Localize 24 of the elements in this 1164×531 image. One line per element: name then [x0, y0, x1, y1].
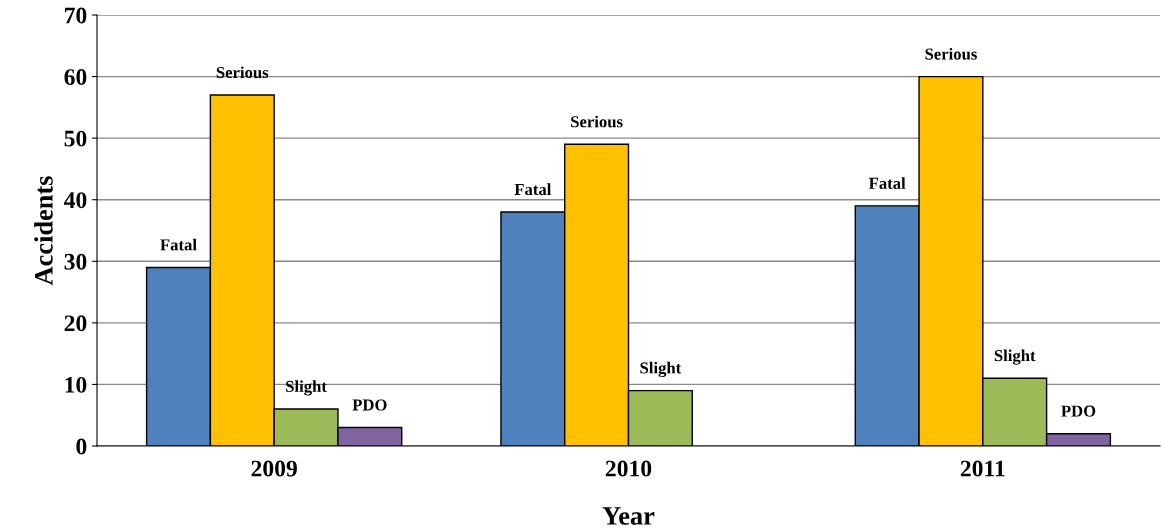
- x-tick-label: 2011: [960, 460, 1005, 477]
- x-tick-label: 2009: [251, 460, 297, 477]
- series-label: Slight: [994, 349, 1036, 365]
- series-label: Fatal: [160, 238, 197, 251]
- y-tick-label: 70: [65, 7, 87, 24]
- y-tick-label: 40: [63, 192, 87, 209]
- y-tick-label: 10: [65, 376, 87, 393]
- text: Serious: [571, 115, 623, 128]
- y-tick-label: 0: [76, 438, 87, 455]
- text: Serious: [216, 66, 269, 79]
- x-axis-title: Year: [602, 507, 655, 525]
- x-tick-label: 2010: [605, 460, 652, 477]
- text: Slight: [640, 361, 682, 378]
- text: Fatal: [514, 183, 552, 196]
- text: Fatal: [868, 177, 906, 189]
- y-tick-label: 30: [64, 253, 87, 270]
- series-label: PDO: [352, 399, 387, 411]
- series-label: Serious: [925, 47, 977, 60]
- y-tick-label: 20: [64, 315, 87, 332]
- text: PDO: [1061, 405, 1096, 417]
- text: Slight: [286, 380, 327, 396]
- y-tick-label: 50: [64, 130, 87, 147]
- y-axis-title: Accidents: [34, 176, 53, 286]
- y-tick-label: 60: [64, 69, 87, 85]
